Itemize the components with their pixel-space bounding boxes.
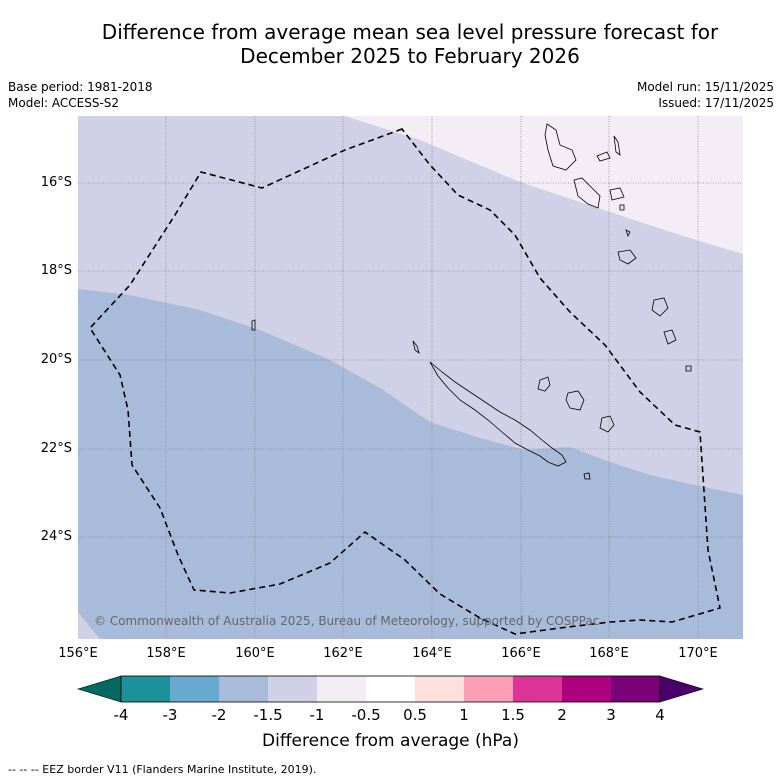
- pressure-zone-minus1: [345, 116, 743, 254]
- colorbar-seg-9: [513, 676, 562, 702]
- colorbar-seg-10: [562, 676, 611, 702]
- malekula-island: [573, 177, 601, 209]
- lon-label-170e: 170°E: [678, 646, 718, 661]
- colorbar-tick: -2: [211, 706, 227, 724]
- lifou-island: [565, 390, 585, 411]
- colorbar-tick: 1: [459, 706, 469, 724]
- model-name: Model: ACCESS-S2: [8, 96, 120, 110]
- colorbar-seg-8: [464, 676, 513, 702]
- new-caledonia-island: [429, 361, 567, 467]
- lon-label-166e: 166°E: [501, 646, 541, 661]
- lon-label-164e: 164°E: [412, 646, 452, 661]
- colorbar-tick: 2: [557, 706, 567, 724]
- ouvea-island: [537, 376, 551, 392]
- map-panel: [78, 116, 743, 639]
- lon-label-158e: 158°E: [146, 646, 186, 661]
- pressure-zone-minus2: [78, 289, 743, 639]
- colorbar-label: Difference from average (hPa): [262, 731, 519, 751]
- colorbar-tick: -3: [162, 706, 178, 724]
- colorbar-tick: -4: [113, 706, 129, 724]
- maewo-island: [613, 135, 621, 156]
- pressure-zone-corner: [78, 612, 100, 639]
- colorbar-seg-2: [170, 676, 219, 702]
- colorbar: [76, 675, 705, 703]
- colorbar-seg-5: [317, 676, 366, 702]
- lon-label-168e: 168°E: [589, 646, 629, 661]
- ambae-island: [596, 151, 611, 162]
- chesterfield-island: [251, 319, 256, 331]
- erromango-island: [651, 297, 669, 317]
- colorbar-tick: 3: [606, 706, 616, 724]
- colorbar-outline: [120, 675, 661, 703]
- lat-label-16s: 16°S: [40, 175, 72, 190]
- copyright-notice: © Commonwealth of Australia 2025, Bureau…: [94, 614, 600, 628]
- colorbar-seg-3: [219, 676, 268, 702]
- colorbar-seg-11: [611, 676, 660, 702]
- efate-island: [617, 249, 637, 265]
- aneityum-island: [685, 365, 692, 372]
- lat-label-24s: 24°S: [40, 529, 72, 544]
- colorbar-extend-low: [76, 675, 122, 703]
- issued-date: Issued: 17/11/2025: [658, 96, 774, 110]
- colorbar-seg-1: [121, 676, 170, 702]
- colorbar-tick: -0.5: [351, 706, 381, 724]
- colorbar-tick: 4: [655, 706, 665, 724]
- lat-label-18s: 18°S: [40, 263, 72, 278]
- lon-label-162e: 162°E: [323, 646, 363, 661]
- pentecost-island: [609, 187, 625, 201]
- title-line-1: Difference from average mean sea level p…: [101, 20, 719, 44]
- small-island-2: [625, 229, 631, 238]
- lat-label-20s: 20°S: [40, 352, 72, 367]
- title-line-2: December 2025 to February 2026: [240, 44, 580, 68]
- eez-legend: -- -- -- EEZ border V11 (Flanders Marine…: [8, 763, 317, 776]
- colorbar-tick: -1.5: [253, 706, 283, 724]
- lon-label-160e: 160°E: [235, 646, 275, 661]
- tanna-island: [663, 329, 677, 345]
- lat-label-22s: 22°S: [40, 441, 72, 456]
- colorbar-seg-4: [268, 676, 317, 702]
- colorbar-tick: -1: [309, 706, 325, 724]
- small-island-1: [619, 204, 625, 211]
- colorbar-extend-high: [659, 675, 705, 703]
- isle-of-pines: [583, 472, 591, 480]
- model-run: Model run: 15/11/2025: [636, 80, 774, 94]
- colorbar-seg-7: [415, 676, 464, 702]
- belep-islands: [412, 340, 420, 355]
- lon-label-156e: 156°E: [58, 646, 98, 661]
- colorbar-seg-6: [366, 676, 415, 702]
- eez-border: [88, 128, 721, 635]
- base-period: Base period: 1981-2018: [8, 80, 153, 94]
- mare-island: [599, 415, 615, 433]
- colorbar-tick: 1.5: [501, 706, 525, 724]
- espiritu-santo-island: [544, 123, 577, 171]
- colorbar-tick: 0.5: [403, 706, 427, 724]
